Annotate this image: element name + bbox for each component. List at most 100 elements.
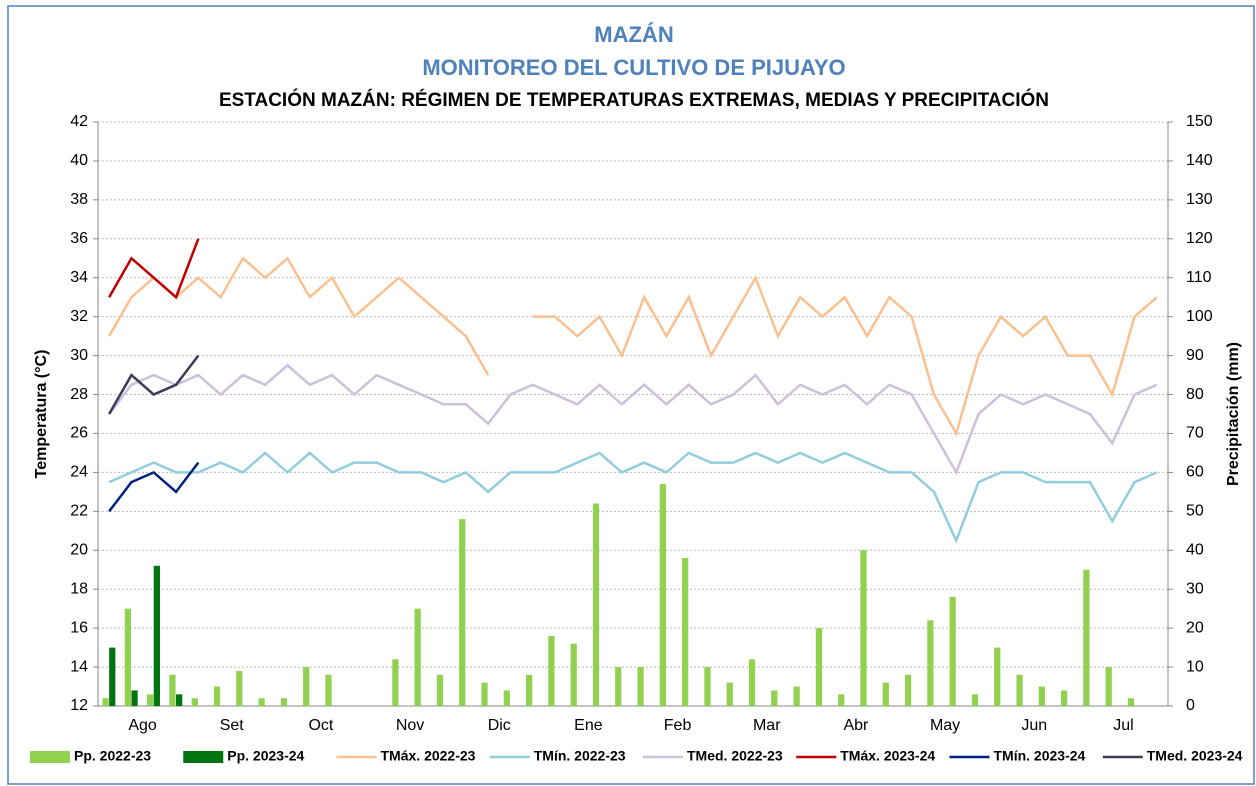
x-tick-label: Dic <box>488 717 511 734</box>
precip-bar <box>147 694 154 706</box>
precip-bar <box>592 503 600 706</box>
legend-label: TMín. 2023-24 <box>994 748 1086 764</box>
y-axis-label: Temperatura (°C) <box>33 350 50 479</box>
y2-tick-label: 100 <box>1186 308 1213 325</box>
y2-tick-label: 130 <box>1186 191 1213 208</box>
precip-bar <box>325 674 332 706</box>
y-tick-label: 42 <box>70 113 88 130</box>
legend-label: Pp. 2023-24 <box>227 748 304 764</box>
precip-bar <box>213 686 221 706</box>
chart-subtitle: MONITOREO DEL CULTIVO DE PIJUAYO <box>422 55 845 80</box>
precip-bar <box>637 667 644 706</box>
precip-bar <box>526 674 533 706</box>
legend-swatch <box>183 751 224 763</box>
legend-label: TMín. 2022-23 <box>534 748 626 764</box>
y2-tick-label: 110 <box>1186 269 1212 286</box>
x-tick-label: Abr <box>843 717 869 734</box>
y2-tick-label: 90 <box>1186 347 1204 364</box>
y-tick-label: 18 <box>70 580 88 597</box>
y-tick-label: 34 <box>70 269 88 286</box>
precip-bar <box>1083 569 1090 706</box>
precip-bar <box>236 670 243 706</box>
y2-tick-label: 0 <box>1186 697 1195 714</box>
y2-tick-label: 60 <box>1186 464 1204 481</box>
x-tick-label: Set <box>220 717 245 734</box>
precip-bar <box>436 674 444 706</box>
legend-swatch <box>30 751 70 763</box>
precip-bar <box>169 674 176 706</box>
precip-bar <box>191 698 198 706</box>
y-tick-label: 40 <box>70 152 88 169</box>
precip-bar <box>570 643 577 706</box>
y-tick-label: 26 <box>70 425 88 442</box>
precip-bar <box>682 558 689 706</box>
temp-line <box>532 274 1158 437</box>
y-tick-label: 36 <box>70 230 88 247</box>
x-tick-label: May <box>930 717 960 734</box>
y-tick-label: 22 <box>70 503 88 520</box>
y-tick-label: 20 <box>70 541 88 558</box>
precip-bar <box>815 628 823 706</box>
precip-bar <box>131 690 138 706</box>
y-tick-label: 14 <box>70 658 88 675</box>
precip-bar <box>860 550 867 706</box>
precip-bar <box>927 620 934 706</box>
precip-bar <box>1016 674 1023 706</box>
precip-bar <box>414 608 421 706</box>
y-tick-label: 28 <box>70 386 88 403</box>
precip-bar <box>303 667 310 706</box>
precip-bar <box>124 608 131 706</box>
legend-label: TMáx. 2023-24 <box>840 748 935 764</box>
precip-bar <box>1105 667 1112 706</box>
chart-title: MAZÁN <box>594 22 673 47</box>
precip-bar <box>392 659 399 706</box>
y2-tick-label: 70 <box>1186 425 1204 442</box>
legend-label: TMed. 2023-24 <box>1147 748 1243 764</box>
y-tick-label: 12 <box>70 697 88 714</box>
chart-border <box>7 5 1255 785</box>
x-tick-label: Mar <box>753 717 781 734</box>
precip-bar <box>659 484 666 706</box>
precip-bar <box>838 694 845 706</box>
legend-label: Pp. 2022-23 <box>74 748 151 764</box>
plot-title: ESTACIÓN MAZÁN: RÉGIMEN DE TEMPERATURAS … <box>219 89 1049 111</box>
y-tick-label: 38 <box>70 191 88 208</box>
precip-bar <box>726 682 733 706</box>
y2-tick-label: 120 <box>1186 230 1213 247</box>
precip-bar <box>949 596 956 706</box>
temp-line <box>108 354 200 415</box>
precip-bar <box>904 674 912 706</box>
precip-bar <box>615 667 622 706</box>
y2-axis-label: Precipitación (mm) <box>1225 342 1242 486</box>
legend-label: TMáx. 2022-23 <box>381 748 476 764</box>
x-tick-label: Nov <box>396 717 424 734</box>
precip-bar <box>548 635 555 706</box>
precip-bar <box>793 686 800 706</box>
temp-line <box>108 238 200 300</box>
y2-tick-label: 140 <box>1186 152 1213 169</box>
x-tick-label: Feb <box>664 717 692 734</box>
x-tick-label: Jul <box>1113 717 1133 734</box>
precip-bar <box>258 698 265 706</box>
x-tick-label: Ene <box>574 717 603 734</box>
x-tick-label: Ago <box>128 717 157 734</box>
y2-tick-label: 30 <box>1186 580 1204 597</box>
y2-tick-label: 10 <box>1186 658 1204 675</box>
precip-bar <box>771 690 778 706</box>
y2-tick-label: 20 <box>1186 619 1204 636</box>
precip-bar <box>882 682 889 706</box>
y-tick-label: 30 <box>70 347 88 364</box>
precip-bar <box>1038 686 1045 706</box>
temp-line <box>108 363 1158 476</box>
precip-bar <box>994 647 1001 706</box>
precip-bar <box>176 694 183 706</box>
precip-bar <box>748 659 756 706</box>
precip-bar <box>1127 698 1135 706</box>
precip-bar <box>459 519 466 706</box>
precip-bar <box>1061 690 1068 706</box>
precip-bar <box>153 565 160 706</box>
precip-bar <box>503 690 510 706</box>
precip-bar <box>481 682 488 706</box>
y2-tick-label: 40 <box>1186 541 1204 558</box>
